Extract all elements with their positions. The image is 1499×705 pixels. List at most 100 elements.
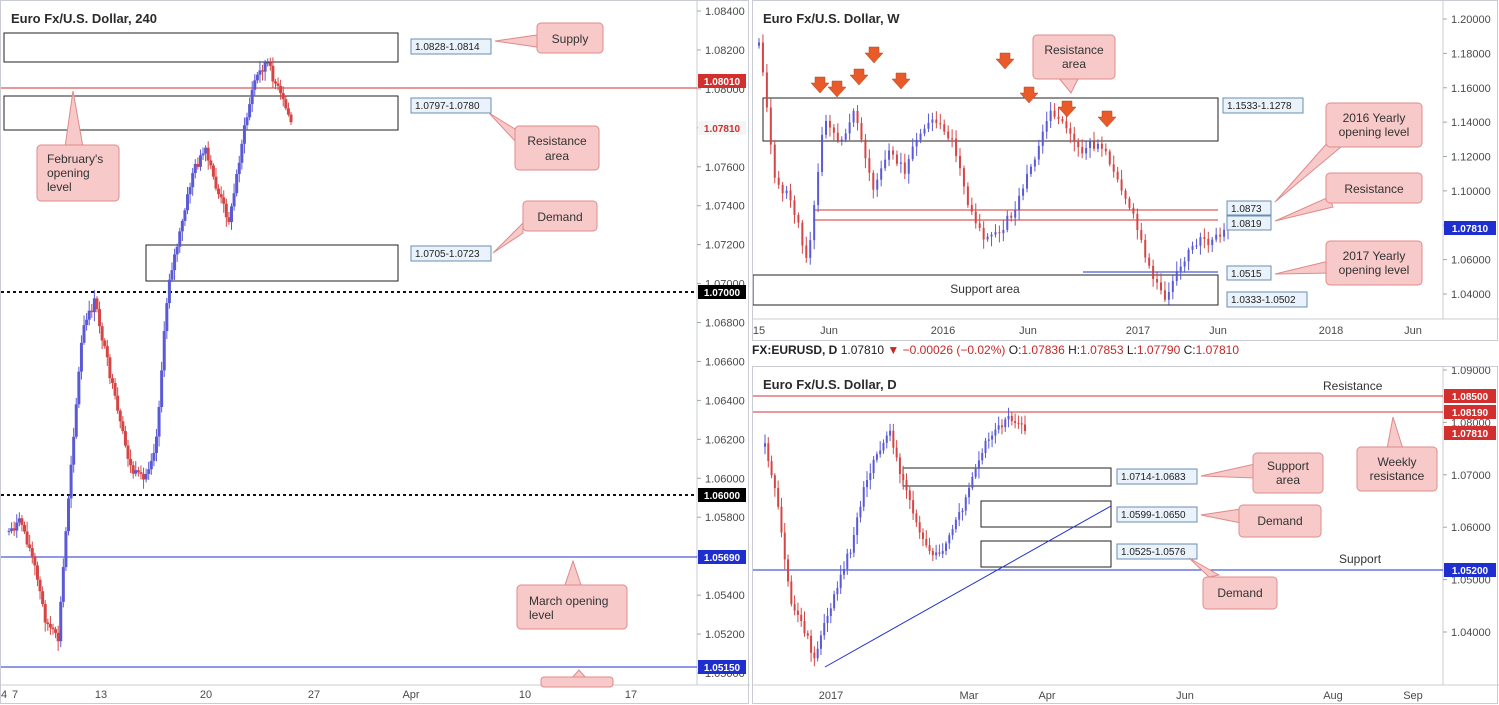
h4-candle — [20, 518, 24, 525]
weekly-ytick: 1.12000 — [1451, 152, 1491, 164]
weekly-candle — [1215, 234, 1218, 240]
daily-candle — [1007, 415, 1010, 420]
weekly-candle — [970, 204, 973, 212]
svg-text:Demand: Demand — [1217, 586, 1262, 600]
daily-candle — [889, 430, 892, 436]
weekly-candle — [864, 139, 867, 159]
daily-candle — [810, 635, 813, 653]
daily-candle — [816, 648, 819, 659]
weekly-2017-open-callout: 2017 Yearly opening level — [1274, 240, 1423, 286]
h4-candle — [170, 270, 174, 280]
weekly-candle — [1077, 141, 1080, 148]
svg-text:1.0599-1.0650: 1.0599-1.0650 — [1121, 510, 1186, 521]
weekly-candle — [1022, 188, 1025, 196]
supply-zone — [3, 32, 399, 63]
weekly-ytick: 1.10000 — [1451, 186, 1491, 198]
daily-candle — [875, 454, 878, 460]
svg-text:1.07810: 1.07810 — [1452, 224, 1489, 235]
weekly-candle — [813, 205, 816, 241]
daily-support-zone — [902, 467, 1112, 487]
weekly-candle — [962, 168, 965, 187]
weekly-zone-label-bottom: 1.0333-1.0502 — [1226, 291, 1308, 308]
h4-chart-panel[interactable]: Euro Fx/U.S. Dollar, 240 1.08400 1.08200 1… — [0, 0, 750, 704]
weekly-tag-1-07810: 1.07810 — [1444, 221, 1496, 235]
weekly-candle — [911, 146, 914, 160]
weekly-candle — [998, 232, 1001, 234]
daily-candle — [1020, 423, 1023, 425]
daily-chart-panel[interactable]: Euro Fx/U.S. Dollar, D 1.09000 1.08000 1.0… — [752, 366, 1499, 704]
svg-text:opening level: opening level — [1339, 263, 1410, 277]
svg-text:1.07000: 1.07000 — [704, 288, 741, 299]
daily-candle — [780, 506, 783, 533]
h4-ytick: 1.07400 — [705, 201, 745, 213]
weekly-candle — [888, 150, 891, 160]
resistance-zone-label: 1.0797-1.0780 — [410, 97, 492, 114]
weekly-candle — [955, 138, 958, 156]
down-arrow-icon — [891, 72, 911, 90]
daily-candle — [1017, 423, 1020, 425]
close-value: 1.07810 — [1195, 343, 1240, 357]
h4-candle — [237, 162, 241, 175]
h4-ytick: 1.08400 — [705, 6, 745, 18]
daily-candle — [790, 581, 793, 605]
weekly-candle — [758, 42, 760, 46]
down-arrow-icon — [995, 52, 1015, 70]
daily-candle — [977, 460, 980, 469]
weekly-candle — [1211, 239, 1214, 246]
h4-candle — [281, 93, 285, 100]
daily-demand-zone-1 — [980, 500, 1112, 528]
h4-candle — [139, 472, 143, 474]
h4-candle — [224, 203, 228, 218]
daily-ytick: 1.07000 — [1451, 470, 1491, 482]
daily-candle — [796, 610, 799, 615]
svg-text:1.08190: 1.08190 — [1452, 408, 1489, 419]
weekly-candle — [1128, 198, 1131, 208]
daily-candle — [948, 535, 951, 544]
h4-xtick: 10 — [519, 689, 531, 701]
h4-candle — [41, 591, 45, 605]
h4-candle — [248, 104, 252, 118]
weekly-candle — [966, 186, 969, 205]
weekly-candle — [907, 159, 910, 174]
daily-support-area-callout: Support area — [1200, 452, 1324, 494]
down-arrow-icon — [849, 68, 869, 86]
h4-candle — [242, 125, 246, 144]
weekly-candle — [785, 190, 788, 194]
resistance-zone — [3, 95, 399, 131]
svg-text:February's: February's — [47, 152, 103, 166]
h4-candle — [72, 436, 76, 465]
daily-candle — [1014, 421, 1017, 424]
weekly-candle — [1065, 121, 1068, 129]
daily-candle — [833, 594, 836, 609]
down-arrow-icon — [864, 46, 884, 64]
svg-text:Support: Support — [1267, 459, 1310, 473]
daily-candle — [866, 480, 869, 488]
demand-callout: Demand — [492, 200, 598, 254]
weekly-chart-panel[interactable]: Euro Fx/U.S. Dollar, W 1.20000 1.18000 1.1… — [752, 0, 1499, 341]
daily-support-text: Support — [1339, 552, 1382, 566]
svg-text:level: level — [529, 608, 554, 622]
h4-candle — [286, 108, 290, 115]
weekly-candle — [832, 127, 835, 133]
weekly-candle — [1187, 249, 1190, 262]
weekly-zone-label-top: 1.1533-1.1278 — [1222, 97, 1304, 114]
daily-candle — [849, 552, 852, 554]
svg-text:1.06000: 1.06000 — [704, 491, 741, 502]
daily-candle — [862, 487, 865, 507]
weekly-resistance-zone — [762, 97, 1219, 142]
h4-candle — [56, 632, 60, 642]
down-arrow-icon — [810, 76, 830, 94]
h4-candle — [110, 378, 114, 383]
weekly-candle — [773, 144, 776, 178]
h4-candle — [229, 206, 233, 223]
weekly-candle — [1081, 147, 1084, 154]
weekly-candle — [1073, 133, 1076, 142]
h4-candle — [232, 193, 236, 207]
h4-ytick: 1.06000 — [705, 473, 745, 485]
daily-candle — [852, 535, 855, 553]
h4-ytick: 1.06200 — [705, 434, 745, 446]
daily-xtick: Mar — [960, 690, 979, 702]
weekly-candle — [1148, 257, 1151, 266]
weekly-xtick: 2018 — [1319, 325, 1343, 337]
h4-candle — [227, 217, 231, 223]
